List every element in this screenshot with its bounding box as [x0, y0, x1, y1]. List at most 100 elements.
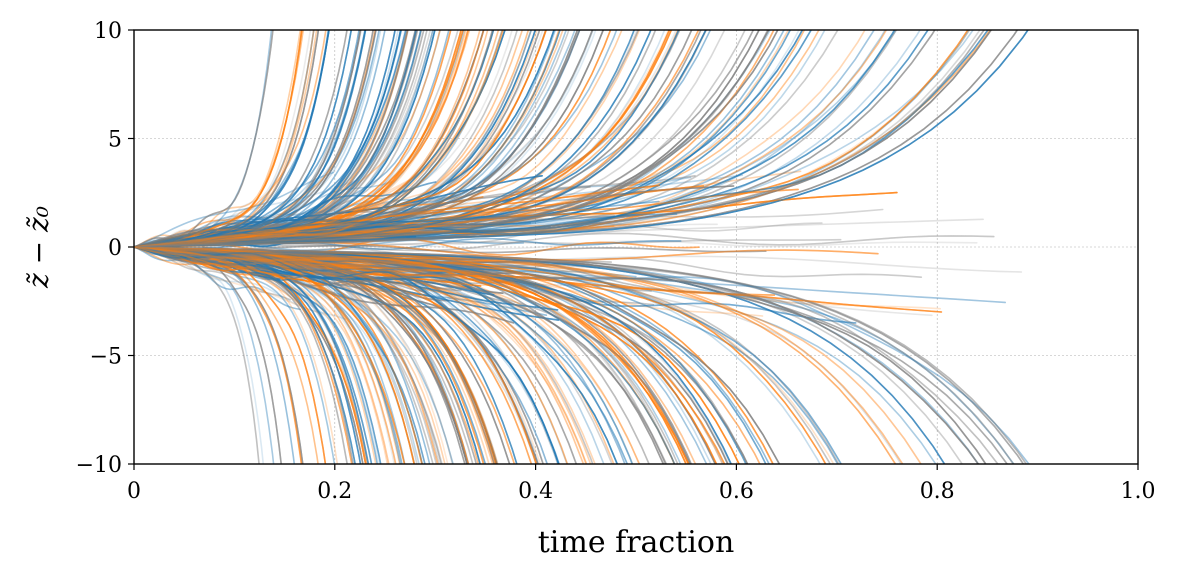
trajectory-line [134, 192, 534, 248]
trajectory-line [134, 246, 629, 464]
trajectory-line [134, 246, 319, 464]
trajectory-line [134, 246, 282, 464]
trajectory-line [134, 246, 718, 464]
trajectory-line [134, 246, 498, 464]
y-axis: −10 −5 0 5 10 [76, 19, 134, 478]
trajectory-line [134, 246, 478, 464]
trajectory-line [134, 246, 697, 464]
trajectory-line [134, 246, 480, 464]
trajectory-line [134, 246, 747, 464]
trajectory-line [134, 246, 518, 464]
trajectory-line [134, 30, 652, 248]
trajectory-line [134, 246, 626, 464]
trajectory-line [134, 246, 348, 464]
trajectory-line [134, 246, 368, 464]
trajectory-line [134, 184, 660, 248]
trajectory-line [134, 30, 826, 248]
trajectory-line [134, 246, 325, 286]
trajectory-line [134, 30, 769, 248]
trajectory-line [134, 30, 670, 248]
trajectory-line [134, 30, 898, 248]
trajectory-line [134, 246, 843, 464]
trajectory-line [134, 246, 665, 464]
trajectory-line [134, 246, 943, 313]
trajectory-line [134, 30, 618, 248]
trajectory-line [134, 246, 937, 464]
trajectory-line [134, 246, 691, 464]
trajectory-line [134, 246, 390, 464]
trajectory-line [134, 246, 1009, 464]
trajectory-line [134, 246, 923, 278]
trajectory-line [134, 246, 717, 464]
trajectory-line [134, 30, 775, 248]
trajectory-line [134, 246, 857, 324]
trajectory-line [134, 30, 434, 248]
trajectory-line [134, 30, 471, 248]
trajectory-line [134, 30, 1019, 248]
trajectory-line [134, 246, 749, 464]
trajectory-line [134, 188, 799, 248]
trajectory-line [134, 246, 544, 464]
trajectory-line [134, 222, 531, 248]
trajectory-line [134, 246, 1025, 464]
trajectory-line [134, 30, 673, 248]
trajectory-line [134, 30, 929, 248]
trajectory-line [134, 30, 989, 248]
trajectory-line [134, 246, 827, 464]
trajectory-line [134, 30, 367, 248]
trajectory-line [134, 30, 330, 248]
trajectory-line [134, 246, 592, 464]
trajectory-line [134, 246, 424, 464]
trajectory-line [134, 246, 495, 464]
trajectory-line [134, 246, 943, 313]
trajectory-line [134, 30, 707, 248]
trajectory-line [134, 246, 462, 292]
trajectory-line [134, 246, 459, 282]
trajectory-line [134, 246, 462, 292]
trajectory-line [134, 246, 282, 464]
trajectory-line [134, 246, 511, 464]
trajectory-line [134, 30, 581, 248]
trajectory-line [134, 30, 425, 248]
trajectory-line [134, 246, 980, 464]
trajectory-line [134, 30, 318, 248]
trajectory-line [134, 246, 373, 464]
trajectory-line [134, 188, 799, 248]
trajectory-line [134, 246, 634, 464]
trajectory-line [134, 246, 831, 464]
trajectory-line [134, 246, 424, 464]
trajectory-line [134, 194, 458, 248]
trajectory-line [134, 171, 335, 248]
trajectory-line [134, 246, 470, 464]
trajectory-line [134, 246, 596, 464]
trajectory-line [134, 246, 749, 464]
trajectory-line [134, 30, 775, 248]
trajectory-line [134, 30, 707, 248]
trajectory-line [134, 246, 303, 464]
trajectory-line [134, 246, 650, 464]
trajectory-line [134, 246, 605, 464]
trajectory-line [134, 246, 281, 280]
trajectory-line [134, 246, 712, 464]
trajectory-line [134, 30, 677, 248]
trajectory-line [134, 246, 904, 464]
trajectory-line [134, 30, 471, 248]
trajectory-line [134, 246, 676, 464]
trajectory-line [134, 184, 660, 248]
y-tick-label: −5 [90, 345, 122, 370]
trajectory-line [134, 246, 821, 464]
trajectory-line [134, 246, 964, 464]
trajectory-line [134, 246, 637, 278]
trajectory-line [134, 246, 537, 280]
trajectory-line [134, 246, 539, 464]
trajectory-line [134, 246, 559, 311]
trajectory-line [134, 246, 560, 464]
trajectory-line [134, 246, 485, 464]
trajectory-line [134, 30, 581, 248]
trajectory-line [134, 246, 466, 464]
trajectory-line [134, 246, 781, 464]
trajectory-line [134, 246, 364, 464]
trajectory-line [134, 246, 585, 464]
trajectory-line [134, 30, 679, 248]
trajectory-line [134, 246, 560, 321]
